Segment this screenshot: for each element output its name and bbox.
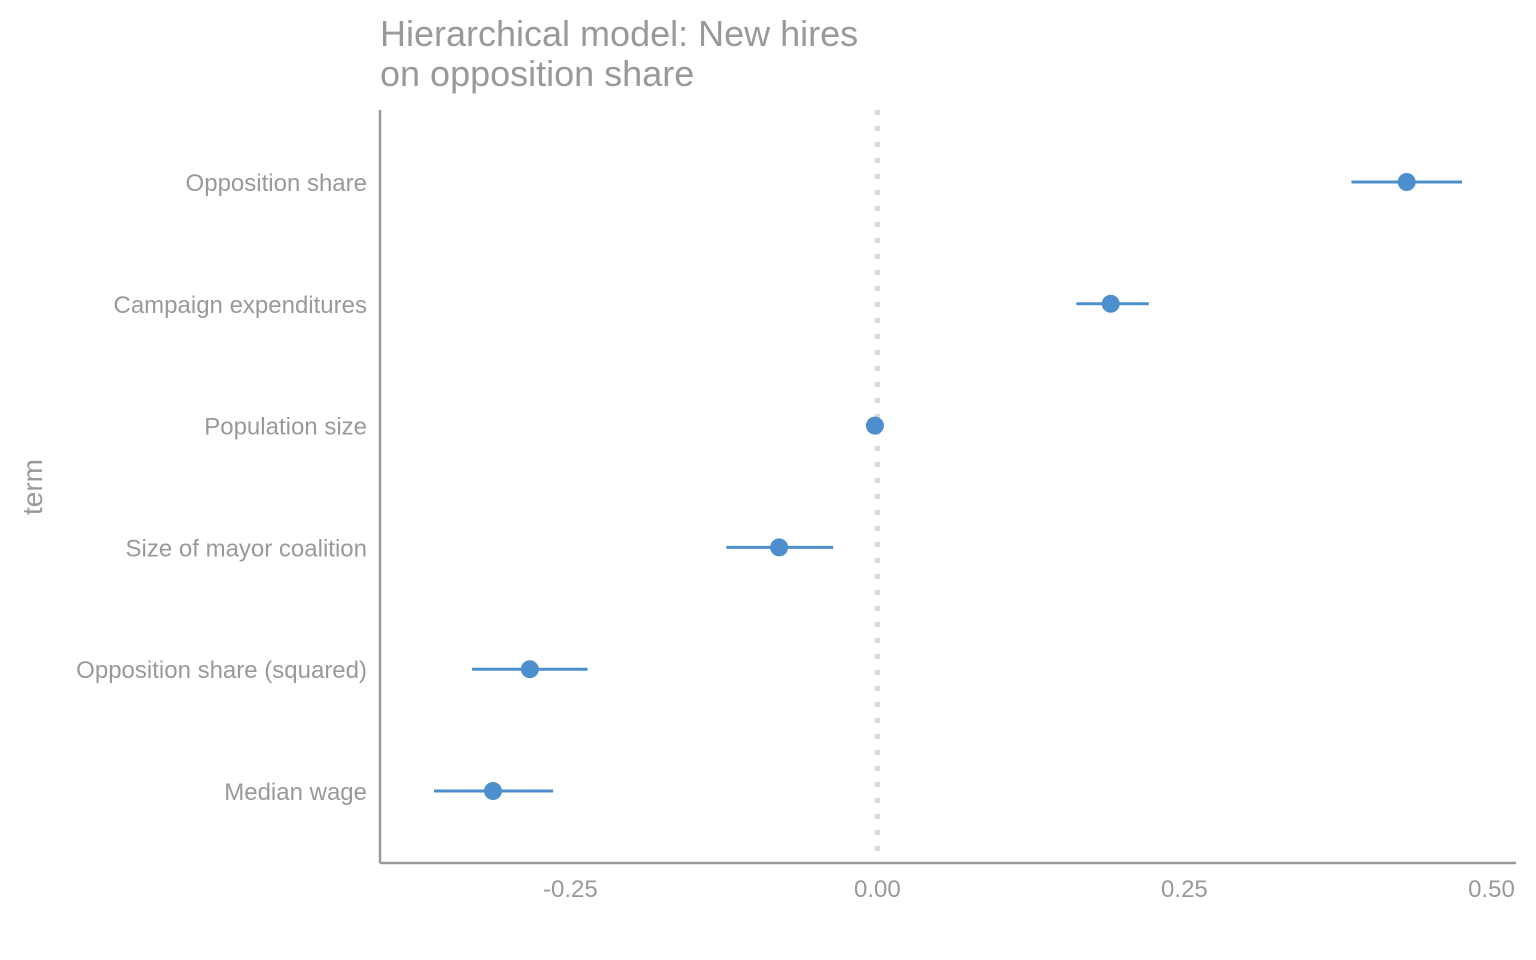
point-estimate [483,782,502,800]
y-tick-label: Population size [204,414,367,441]
y-tick-label: Size of mayor coalition [126,535,367,562]
point-estimate [770,538,789,557]
point-estimate [520,660,539,679]
x-tick-label: 0.50 [1468,876,1515,903]
x-tick-label: -0.25 [543,876,598,903]
x-tick-label: 0.00 [854,876,901,903]
y-tick-label: Opposition share [186,170,367,197]
y-tick-label: Opposition share (squared) [76,657,367,684]
chart-title-line-1: Hierarchical model: New hires [380,13,858,54]
y-axis-title: term [17,459,48,515]
y-tick-label: Median wage [224,779,367,806]
point-estimate [865,416,884,435]
x-tick-label: 0.25 [1161,876,1208,903]
y-tick-label: Campaign expenditures [114,292,368,319]
point-estimate [1397,173,1416,191]
chart-title-line-2: on opposition share [380,53,694,94]
point-estimate [1101,294,1120,313]
